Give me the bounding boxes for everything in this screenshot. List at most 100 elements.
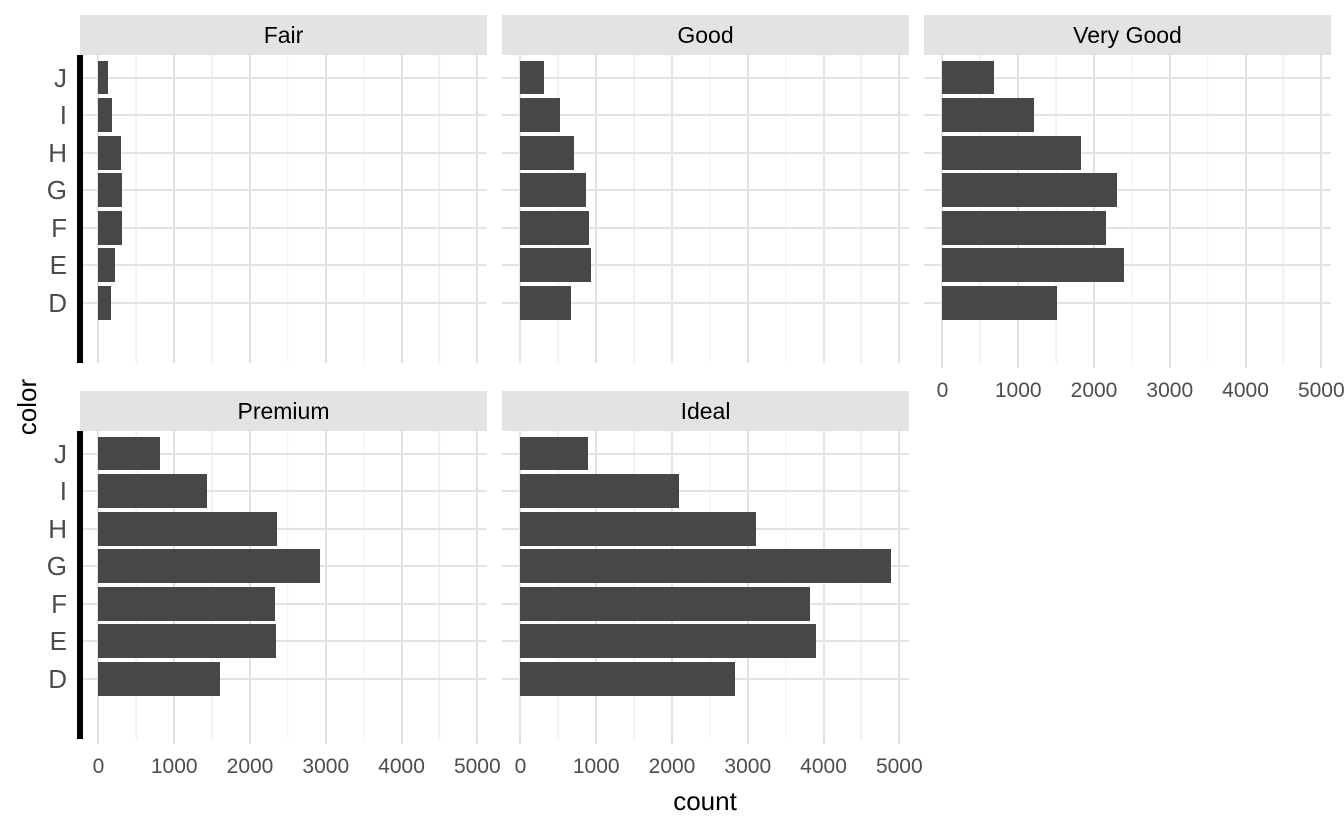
- gridline-minor-vertical: [557, 431, 560, 739]
- gridline-major-horizontal: [80, 114, 487, 117]
- gridline-minor-vertical: [362, 431, 365, 739]
- gridline-major-horizontal: [502, 189, 909, 192]
- gridline-minor-vertical: [557, 55, 560, 363]
- gridline-major-horizontal: [924, 301, 1331, 304]
- bar-E: [520, 624, 817, 659]
- gridline-minor-vertical: [438, 55, 441, 363]
- y-tick-label-I: I: [59, 100, 67, 131]
- y-tick-label-J: J: [54, 438, 67, 469]
- gridline-major-horizontal: [80, 189, 487, 192]
- gridline-major-vertical: [671, 431, 673, 739]
- facet-strip: Fair: [80, 15, 487, 55]
- y-tick-label-G: G: [46, 175, 67, 206]
- gridline-major-vertical: [822, 55, 825, 363]
- x-tick-mark: [1017, 363, 1020, 368]
- gridline-major-horizontal: [502, 264, 909, 267]
- y-tick-label-H: H: [48, 513, 67, 544]
- y-tick-label-H: H: [48, 137, 67, 168]
- y-tick-label-J: J: [54, 62, 67, 93]
- bar-D: [520, 286, 571, 320]
- bar-G: [98, 173, 123, 208]
- gridline-major-vertical: [941, 55, 944, 363]
- gridline-major-horizontal: [80, 640, 487, 643]
- gridline-major-vertical: [671, 55, 673, 363]
- bar-G: [98, 549, 321, 584]
- x-tick-mark: [746, 739, 749, 744]
- gridline-minor-vertical: [135, 431, 138, 739]
- bar-H: [520, 135, 574, 170]
- gridline-major-horizontal: [80, 264, 487, 267]
- gridline-minor-vertical: [362, 55, 365, 363]
- gridline-major-vertical: [476, 431, 479, 739]
- gridline-major-horizontal: [80, 151, 487, 154]
- y-tick-label-D: D: [48, 287, 67, 318]
- gridline-major-vertical: [324, 55, 327, 363]
- facet-strip: Good: [502, 15, 909, 55]
- x-tick-label: 3000: [724, 755, 772, 778]
- gridline-minor-vertical: [633, 55, 635, 363]
- bar-J: [520, 436, 589, 471]
- x-tick-mark: [519, 739, 522, 744]
- gridline-major-vertical: [1168, 55, 1171, 363]
- y-tick-label-E: E: [49, 626, 67, 657]
- gridline-major-vertical: [746, 55, 749, 363]
- bar-D: [98, 662, 220, 696]
- gridline-major-vertical: [1093, 55, 1095, 363]
- gridline-minor-vertical: [1282, 55, 1285, 363]
- y-axis-line: [77, 55, 83, 363]
- bar-F: [98, 210, 123, 245]
- bar-E: [520, 248, 592, 283]
- gridline-major-vertical: [1017, 55, 1020, 363]
- bar-I: [98, 474, 207, 508]
- x-tick-label: 5000: [453, 755, 501, 778]
- x-tick-label: 0: [936, 379, 949, 402]
- gridline-major-horizontal: [502, 151, 909, 154]
- gridline-major-vertical: [898, 431, 901, 739]
- x-tick-mark: [324, 739, 327, 744]
- bar-G: [942, 173, 1117, 208]
- x-tick-mark: [595, 739, 598, 744]
- gridline-major-vertical: [249, 431, 251, 739]
- gridline-major-horizontal: [80, 490, 487, 493]
- gridline-minor-vertical: [633, 431, 635, 739]
- gridline-minor-vertical: [211, 431, 213, 739]
- x-tick-label: 4000: [800, 755, 847, 778]
- bar-G: [520, 549, 891, 584]
- bar-F: [520, 210, 590, 245]
- y-tick-label-D: D: [48, 663, 67, 694]
- x-tick-mark: [671, 739, 673, 744]
- gridline-minor-vertical: [211, 55, 213, 363]
- x-tick-mark: [1093, 363, 1095, 368]
- gridline-major-horizontal: [80, 226, 487, 229]
- gridline-major-vertical: [1320, 55, 1323, 363]
- x-tick-mark: [1244, 363, 1247, 368]
- bar-F: [98, 586, 276, 621]
- bar-J: [520, 60, 544, 95]
- gridline-major-horizontal: [80, 76, 487, 79]
- x-axis-title: count: [673, 786, 737, 816]
- gridline-major-vertical: [173, 431, 176, 739]
- facet-strip-label: Premium: [237, 397, 330, 424]
- bar-F: [520, 586, 811, 621]
- gridline-major-horizontal: [80, 301, 487, 304]
- bar-J: [98, 436, 160, 471]
- bar-F: [942, 210, 1107, 245]
- gridline-major-horizontal: [502, 490, 909, 493]
- y-axis-line: [77, 431, 83, 739]
- x-tick-mark: [476, 739, 479, 744]
- bar-D: [942, 286, 1058, 320]
- gridline-major-horizontal: [924, 226, 1331, 229]
- gridline-major-vertical: [746, 431, 749, 739]
- bar-D: [98, 286, 111, 320]
- gridline-minor-vertical: [135, 55, 138, 363]
- facet-strip: Ideal: [502, 391, 909, 431]
- gridline-major-vertical: [1244, 55, 1247, 363]
- x-tick-mark: [249, 739, 251, 744]
- x-tick-label: 4000: [378, 755, 425, 778]
- x-tick-label: 5000: [1297, 379, 1344, 402]
- x-tick-label: 2000: [648, 755, 696, 778]
- facet-panel: [80, 431, 487, 739]
- x-tick-label: 0: [92, 755, 105, 778]
- gridline-major-horizontal: [924, 264, 1331, 267]
